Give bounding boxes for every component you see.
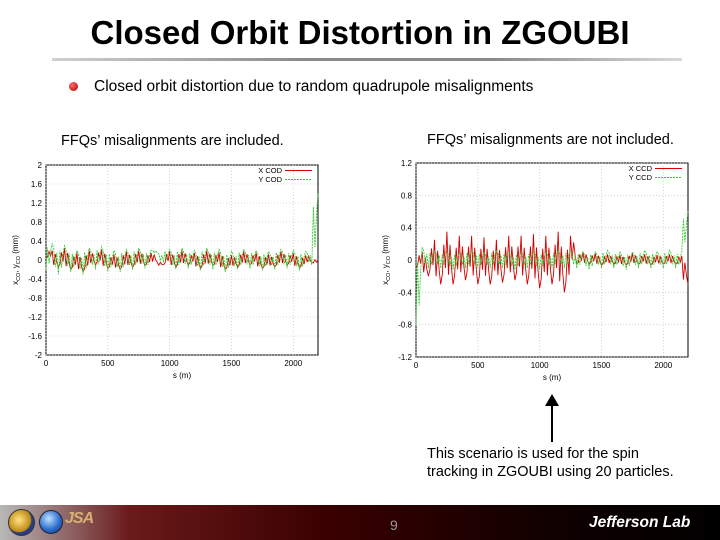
- x-tick-label: 0: [44, 359, 49, 368]
- y-tick-label: 0.8: [31, 218, 43, 227]
- page-number: 9: [390, 517, 398, 533]
- y-tick-label: 0.8: [401, 191, 413, 200]
- series-line-y: [45, 193, 319, 275]
- scenario-note: This scenario is used for the spin track…: [427, 445, 717, 481]
- note-line-1: This scenario is used for the spin: [427, 446, 639, 462]
- globe-logo-icon: [39, 510, 63, 534]
- y-tick-label: 0.4: [31, 237, 43, 246]
- bullet-icon: [69, 82, 78, 91]
- y-tick-label: -0.4: [398, 288, 412, 297]
- series-line-y: [415, 211, 689, 325]
- right-cod-chart: -1.2 -0.8 -0.4 0 0.4 0.8 1.2 0 500 1000 1500 2000 s …: [381, 159, 689, 382]
- left-chart-caption: FFQs’ misalignments are included.: [61, 133, 284, 149]
- left-cod-chart: -2 -1.6 -1.2 -0.8 -0.4 0 0.4 0.8 1.2 1.6 2 0 500 1000…: [11, 161, 319, 380]
- y-tick-label: 0: [38, 256, 43, 265]
- x-axis-label: s (m): [173, 371, 192, 380]
- arrow-shaft: [551, 400, 553, 442]
- x-tick-label: 2000: [284, 359, 302, 368]
- doe-seal-icon: [8, 509, 35, 536]
- y-tick-label: 0.4: [401, 224, 413, 233]
- legend-label: Y COD: [258, 175, 282, 184]
- y-axis-label: xCO, yCO (mm): [381, 235, 392, 285]
- y-axis-label: xCO, yCO (mm): [11, 235, 22, 285]
- y-tick-label: 2: [38, 161, 43, 170]
- x-tick-label: 2000: [654, 361, 672, 370]
- y-tick-label: -0.8: [28, 294, 42, 303]
- y-tick-label: -1.2: [398, 353, 412, 362]
- jefferson-lab-logo: Jefferson Lab: [589, 514, 691, 531]
- x-tick-label: 1000: [531, 361, 549, 370]
- x-tick-label: 500: [101, 359, 115, 368]
- x-tick-label: 1500: [223, 359, 241, 368]
- slide-title: Closed Orbit Distortion in ZGOUBI: [90, 14, 630, 51]
- x-tick-label: 1500: [593, 361, 611, 370]
- x-tick-label: 500: [471, 361, 485, 370]
- title-divider: [52, 58, 682, 61]
- x-tick-label: 0: [414, 361, 419, 370]
- y-tick-label: -0.8: [398, 321, 412, 330]
- y-tick-label: 1.2: [401, 159, 413, 168]
- bullet-text: Closed orbit distortion due to random qu…: [94, 78, 534, 95]
- jsa-logo: JSA: [65, 510, 94, 527]
- x-tick-label: 1000: [161, 359, 179, 368]
- y-tick-label: -1.6: [28, 332, 42, 341]
- right-chart-caption: FFQs’ misalignments are not included.: [427, 132, 674, 148]
- legend-label: X COD: [258, 166, 282, 175]
- y-tick-label: 1.2: [31, 199, 43, 208]
- footer-bar: [0, 505, 720, 540]
- y-tick-label: -2: [35, 351, 43, 360]
- note-line-2: tracking in ZGOUBI using 20 particles.: [427, 464, 674, 480]
- legend-label: Y CCD: [629, 173, 653, 182]
- x-axis-label: s (m): [543, 373, 562, 382]
- y-tick-label: 0: [408, 256, 413, 265]
- y-tick-label: -1.2: [28, 313, 42, 322]
- legend-label: X CCD: [629, 164, 653, 173]
- y-tick-label: -0.4: [28, 275, 42, 284]
- y-tick-label: 1.6: [31, 180, 43, 189]
